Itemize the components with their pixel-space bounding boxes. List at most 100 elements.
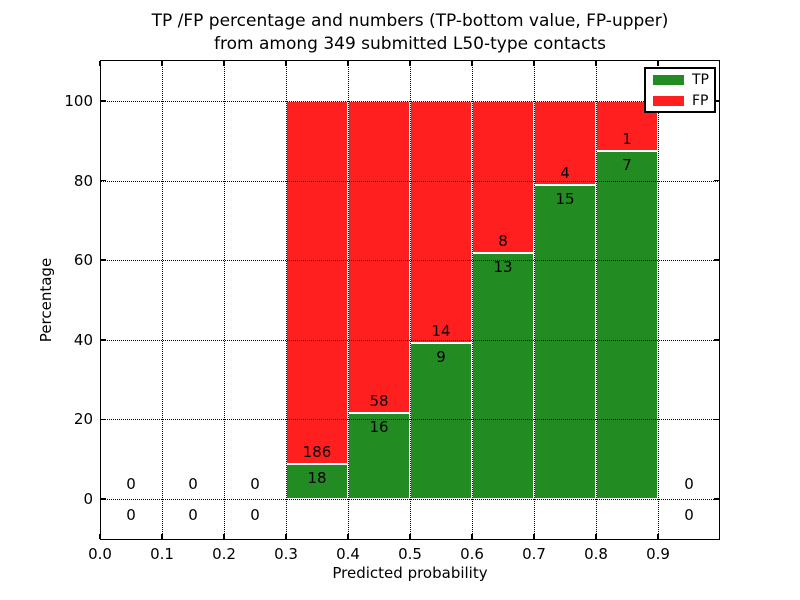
legend: TP FP <box>644 67 716 113</box>
x-axis-tick <box>223 534 225 539</box>
chart-title-line2: from among 349 submitted L50-type contac… <box>214 34 606 54</box>
y-axis-tick <box>101 179 106 182</box>
bar-tp-segment <box>534 184 596 499</box>
x-axis-tick <box>285 534 287 539</box>
fp-color-swatch <box>653 95 684 106</box>
legend-item-fp: FP <box>646 94 714 108</box>
x-tick-label: 0.0 <box>88 545 112 563</box>
x-axis-tick <box>99 534 101 539</box>
legend-label-fp: FP <box>692 92 709 109</box>
fp-count-label: 4 <box>560 163 570 182</box>
y-tick-label: 40 <box>73 330 93 349</box>
bar-fp-segment <box>472 101 534 253</box>
fp-count-label: 14 <box>431 322 451 341</box>
tp-count-label: 15 <box>555 189 575 208</box>
gridline-vertical <box>658 60 659 540</box>
fp-count-label: 0 <box>188 475 198 493</box>
x-axis-tick <box>161 534 163 539</box>
bar-tp-segment <box>596 150 658 499</box>
fp-count-label: 0 <box>684 475 694 493</box>
x-axis-tick-top <box>533 61 535 66</box>
fp-count-label: 58 <box>369 391 389 410</box>
x-axis-tick-top <box>409 61 411 66</box>
tp-count-label: 0 <box>684 506 694 524</box>
gridline-vertical <box>596 60 597 540</box>
tp-count-label: 0 <box>188 506 198 524</box>
x-axis-tick <box>595 534 597 539</box>
gridline-horizontal <box>100 101 720 102</box>
chart-title-line1: TP /FP percentage and numbers (TP-bottom… <box>151 11 669 31</box>
y-axis-tick-right <box>714 179 719 182</box>
gridline-vertical <box>410 60 411 540</box>
bar-fp-segment <box>410 101 472 344</box>
legend-item-tp: TP <box>646 73 714 87</box>
x-tick-label: 0.8 <box>584 545 608 563</box>
x-axis-tick-top <box>471 61 473 66</box>
y-axis-tick-right <box>714 418 719 421</box>
gridline-vertical <box>286 60 287 540</box>
y-axis-tick <box>101 259 106 261</box>
x-axis-tick-top <box>223 61 225 66</box>
y-axis-tick-right <box>714 100 719 102</box>
x-tick-label: 0.4 <box>336 545 360 563</box>
x-axis-tick-top <box>285 61 287 66</box>
tp-count-label: 9 <box>436 348 446 367</box>
gridline-vertical <box>534 60 535 540</box>
gridline-horizontal <box>100 260 720 262</box>
x-axis-tick-top <box>657 61 659 66</box>
x-axis-tick-top <box>161 61 163 66</box>
fp-count-label: 1 <box>622 129 632 148</box>
bar-tp-segment <box>286 463 348 499</box>
x-tick-label: 0.7 <box>522 545 546 563</box>
bar-tp-segment <box>410 343 472 499</box>
bar-tp-segment <box>348 412 410 499</box>
legend-label-tp: TP <box>692 71 709 88</box>
x-axis-label: Predicted probability <box>332 564 488 582</box>
gridline-vertical <box>348 60 349 540</box>
y-tick-label: 60 <box>73 251 93 270</box>
y-axis-tick <box>101 418 106 421</box>
gridline-horizontal <box>100 180 720 182</box>
fp-count-label: 0 <box>126 475 136 493</box>
tp-count-label: 0 <box>126 506 136 524</box>
y-axis-tick <box>101 100 106 102</box>
y-tick-label: 0 <box>83 490 93 508</box>
tp-count-label: 16 <box>369 417 389 436</box>
chart-title: TP /FP percentage and numbers (TP-bottom… <box>90 10 730 56</box>
y-axis-tick-right <box>714 498 719 500</box>
x-axis-tick-top <box>347 61 349 66</box>
gridline-vertical <box>472 60 473 540</box>
x-tick-label: 0.1 <box>150 545 174 563</box>
gridline-horizontal <box>100 339 720 341</box>
y-tick-label: 80 <box>73 171 93 190</box>
gridline-vertical <box>162 60 163 540</box>
y-axis-tick <box>101 498 106 500</box>
tp-count-label: 7 <box>622 155 632 174</box>
tp-count-label: 0 <box>250 506 260 524</box>
y-axis-tick-right <box>714 259 719 261</box>
x-tick-label: 0.6 <box>460 545 484 563</box>
x-axis-tick <box>657 534 659 539</box>
x-tick-label: 0.9 <box>646 545 670 563</box>
y-tick-label: 100 <box>64 92 93 110</box>
x-axis-tick <box>533 534 535 539</box>
x-axis-tick-top <box>99 61 101 66</box>
gridline-horizontal <box>100 499 720 500</box>
fp-count-label: 186 <box>302 442 332 461</box>
fp-count-label: 0 <box>250 475 260 493</box>
x-axis-tick <box>409 534 411 539</box>
bar-fp-segment <box>348 101 410 413</box>
tp-color-swatch <box>653 74 684 85</box>
y-axis-label: Percentage <box>37 257 55 343</box>
gridline-horizontal <box>100 419 720 421</box>
bar-fp-segment <box>286 101 348 464</box>
x-axis-tick <box>347 534 349 539</box>
fp-count-label: 8 <box>498 231 508 250</box>
tp-count-label: 13 <box>493 257 513 276</box>
x-tick-label: 0.2 <box>212 545 236 563</box>
y-axis-tick <box>101 339 106 341</box>
gridline-vertical <box>224 60 225 540</box>
tp-count-label: 18 <box>307 468 327 487</box>
